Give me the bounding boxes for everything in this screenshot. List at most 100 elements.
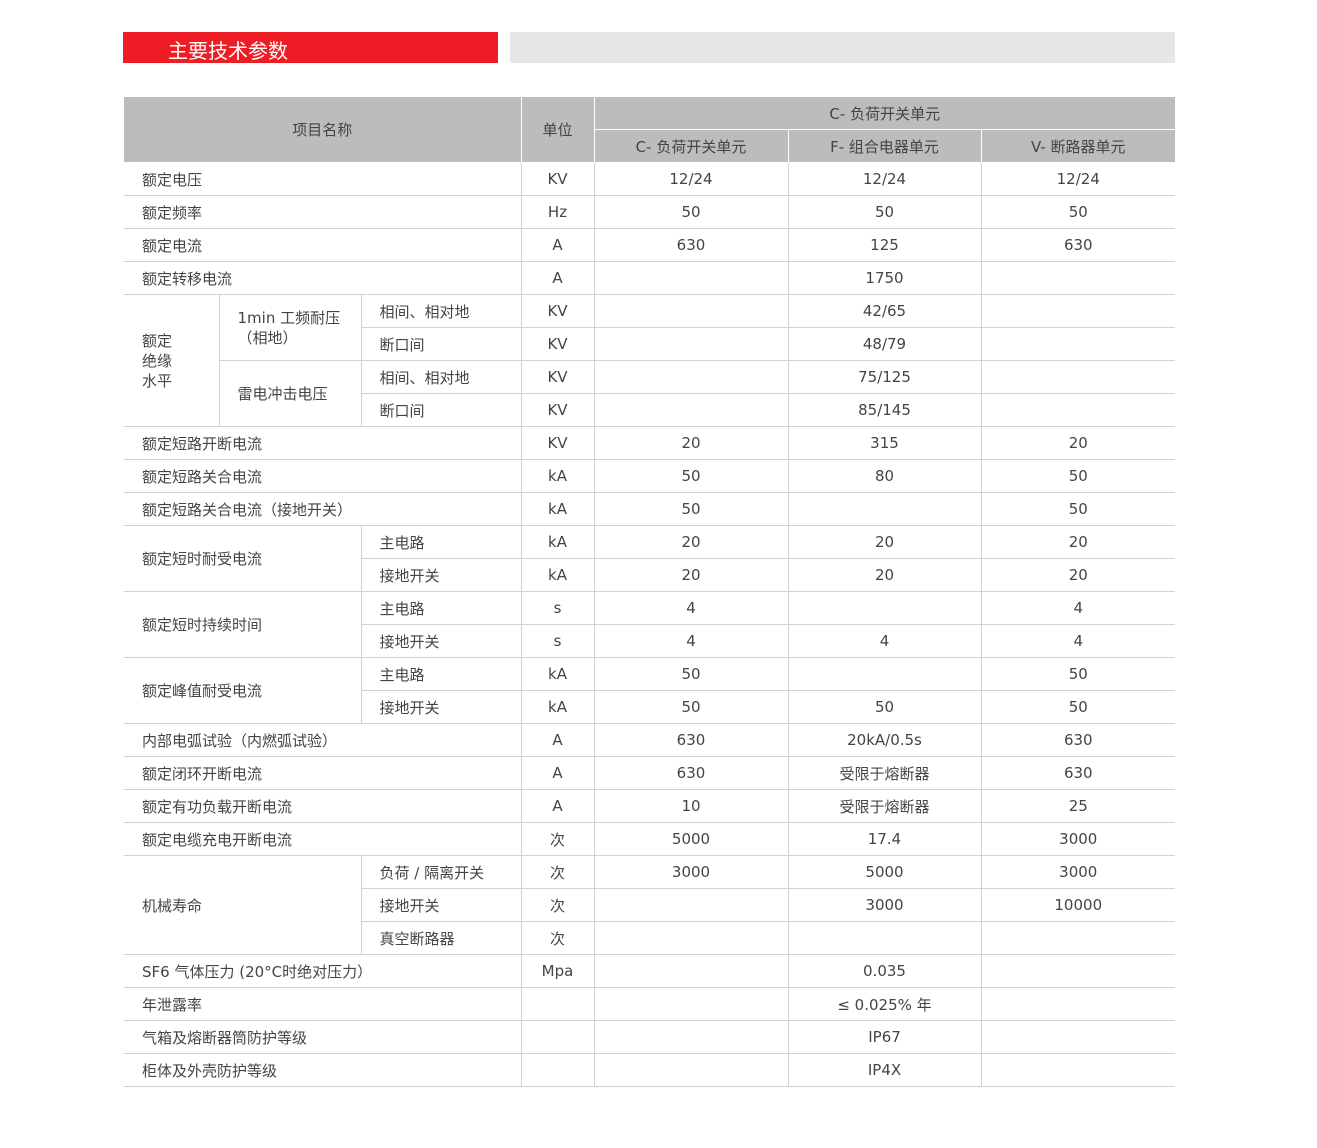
value-cell-c: 630 — [593, 228, 789, 262]
value-cell-v: 50 — [980, 459, 1176, 493]
header-unit: 单位 — [520, 97, 595, 163]
unit-cell: A — [520, 228, 595, 262]
table-row: 气箱及熔断器筒防护等级 IP67 — [124, 1020, 1176, 1054]
value-cell-f: 50 — [787, 195, 982, 229]
value-cell-c — [593, 294, 789, 328]
value-cell-v — [980, 393, 1176, 427]
unit-cell: KV — [520, 327, 595, 361]
table-row: 雷电冲击电压 相间、相对地 KV 75/125 — [124, 360, 1176, 427]
unit-cell: A — [520, 261, 595, 295]
value-cell-c — [593, 921, 789, 955]
unit-cell: A — [520, 756, 595, 790]
table-row: 额定电缆充电开断电流次 5000 17.4 3000 — [124, 822, 1176, 856]
value-cell-c: 12/24 — [593, 162, 789, 196]
unit-cell: kA — [520, 492, 595, 526]
value-cell-c: 50 — [593, 690, 789, 724]
row-label: 额定短时耐受电流 — [124, 525, 362, 592]
table-row: 接地开关 kA 20 20 20 — [124, 558, 1176, 592]
value-cell-f: 85/145 — [787, 393, 982, 427]
row-label: 年泄露率 — [124, 987, 522, 1021]
value-cell-f: 17.4 — [787, 822, 982, 856]
table-row: 额定闭环开断电流 A 630 受限于熔断器 630 — [124, 756, 1176, 790]
value-cell-f: 受限于熔断器 — [787, 789, 982, 823]
row-label: 柜体及外壳防护等级 — [124, 1053, 522, 1087]
value-cell-f: 1750 — [787, 261, 982, 295]
group-label: 雷电冲击电压 — [219, 360, 362, 427]
row-label: 额定闭环开断电流 — [124, 756, 522, 790]
unit-cell: KV — [520, 162, 595, 196]
value-cell-f: 42/65 — [787, 294, 982, 328]
sub-label: 负荷 / 隔离开关 — [360, 855, 522, 889]
value-cell-c: 50 — [593, 195, 789, 229]
value-cell-f: IP67 — [787, 1020, 982, 1054]
value-cell-v — [980, 1020, 1176, 1054]
unit-cell — [520, 1053, 595, 1087]
row-label: 额定电流 — [124, 228, 522, 262]
value-cell-v — [980, 327, 1176, 361]
unit-cell: 次 — [520, 855, 595, 889]
value-cell-v — [980, 261, 1176, 295]
value-cell-c: 10 — [593, 789, 789, 823]
unit-cell: kA — [520, 525, 595, 559]
value-cell-f: 3000 — [787, 888, 982, 922]
value-cell-f: 5000 — [787, 855, 982, 889]
table-row: 额定频率 Hz 50 50 50 — [124, 195, 1176, 229]
header-group: C- 负荷开关单元 — [593, 97, 1176, 130]
table-row: 额定短时持续时间 主电路 s 4 4 — [124, 591, 1176, 658]
value-cell-f: 80 — [787, 459, 982, 493]
header-col-f: F- 组合电器单元 — [787, 129, 982, 163]
value-cell-f: 75/125 — [787, 360, 982, 394]
unit-cell: 次 — [520, 822, 595, 856]
value-cell-f: 50 — [787, 690, 982, 724]
value-cell-c: 20 — [593, 525, 789, 559]
value-cell-f: 0.035 — [787, 954, 982, 988]
value-cell-v: 630 — [980, 228, 1176, 262]
table-row: 额定有功负载开断电流 A 10 受限于熔断器 25 — [124, 789, 1176, 823]
unit-cell: Hz — [520, 195, 595, 229]
value-cell-c: 20 — [593, 558, 789, 592]
table-row: 额定短路开断电流 KV 20 315 20 — [124, 426, 1176, 460]
unit-cell: 次 — [520, 888, 595, 922]
row-label: 额定短路关合电流 — [124, 459, 522, 493]
value-cell-c: 4 — [593, 624, 789, 658]
header-item-name: 项目名称 — [124, 97, 522, 163]
value-cell-c — [593, 888, 789, 922]
sub-label: 相间、相对地 — [360, 294, 522, 328]
row-label: 机械寿命 — [124, 855, 362, 955]
value-cell-f: 12/24 — [787, 162, 982, 196]
value-cell-c — [593, 261, 789, 295]
header-col-v: V- 断路器单元 — [980, 129, 1176, 163]
row-label: 额定短时持续时间 — [124, 591, 362, 658]
value-cell-c: 630 — [593, 723, 789, 757]
unit-cell: KV — [520, 294, 595, 328]
sub-label: 主电路 — [360, 591, 522, 625]
unit-cell: kA — [520, 690, 595, 724]
value-cell-c: 50 — [593, 492, 789, 526]
row-label: 气箱及熔断器筒防护等级 — [124, 1020, 522, 1054]
row-label: 额定峰值耐受电流 — [124, 657, 362, 724]
row-label: 内部电弧试验（内燃弧试验） — [124, 723, 522, 757]
value-cell-c — [593, 954, 789, 988]
table-row: 内部电弧试验（内燃弧试验） A 630 20kA/0.5s 630 — [124, 723, 1176, 757]
row-label: 额定短路开断电流 — [124, 426, 522, 460]
table-row: 机械寿命 负荷 / 隔离开关次 3000 5000 3000 — [124, 855, 1176, 955]
table-row: 接地开关 kA 50 50 50 — [124, 690, 1176, 724]
value-cell-v: 3000 — [980, 855, 1176, 889]
sub-label: 主电路 — [360, 657, 522, 691]
value-cell-v: 12/24 — [980, 162, 1176, 196]
header-row: 项目名称 单位 C- 负荷开关单元 — [124, 97, 1176, 163]
table-row: 额定短路关合电流 kA 50 80 50 — [124, 459, 1176, 493]
header-col-c: C- 负荷开关单元 — [594, 129, 789, 163]
sub-label: 真空断路器 — [361, 921, 522, 955]
table-row: 额定短路关合电流（接地开关） kA 50 50 — [124, 492, 1176, 526]
table-row: 接地开关次 3000 10000 — [124, 888, 1176, 922]
value-cell-v: 50 — [980, 657, 1176, 691]
specs-table: 项目名称 单位 C- 负荷开关单元 C- 负荷开关单元 F- 组合电器单元 V-… — [124, 97, 1176, 1087]
row-label: 额定转移电流 — [124, 261, 522, 295]
row-label: 额定频率 — [124, 195, 522, 229]
value-cell-v: 20 — [980, 558, 1176, 592]
row-label: 额定电缆充电开断电流 — [124, 822, 522, 856]
row-label: 额定短路关合电流（接地开关） — [124, 492, 522, 526]
value-cell-v: 630 — [980, 723, 1176, 757]
value-cell-v: 10000 — [980, 888, 1176, 922]
